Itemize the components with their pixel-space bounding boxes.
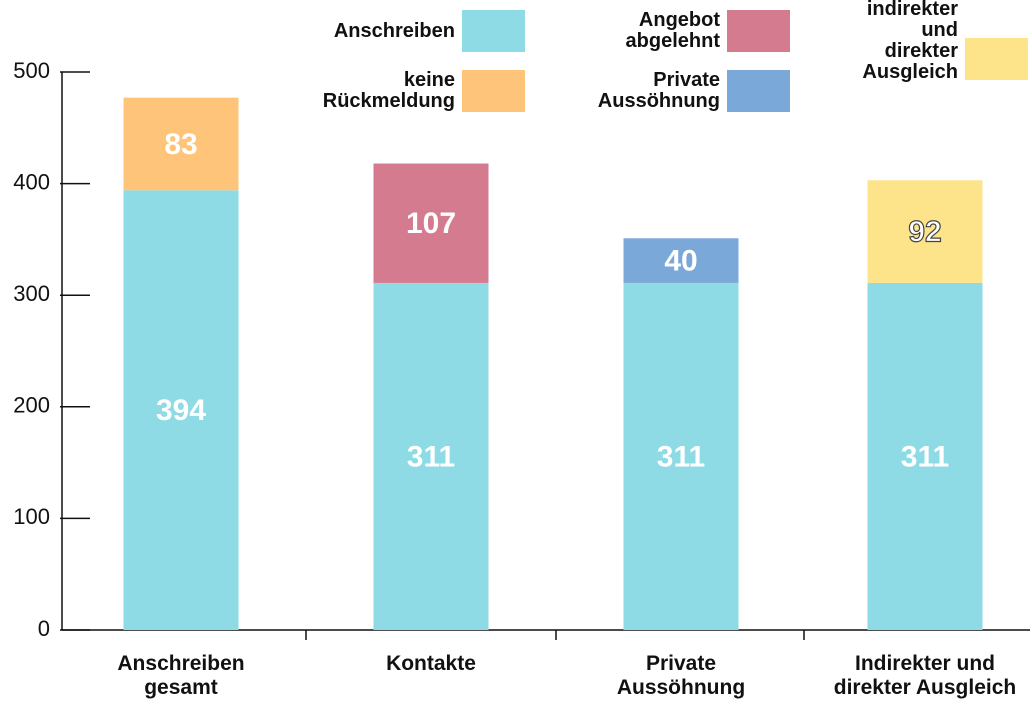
- y-tick-label: 500: [13, 58, 50, 83]
- legend-label: keine Rückmeldung: [322, 69, 455, 112]
- bar-segment: [867, 180, 983, 283]
- legend-swatch: [727, 70, 790, 112]
- y-tick-label: 0: [38, 616, 50, 641]
- legend-label: Private Aussöhnung: [597, 69, 720, 112]
- bar-segment: [123, 97, 239, 191]
- data-label: 311: [901, 440, 949, 473]
- legend-swatch: [727, 10, 790, 52]
- bar-segment: [623, 282, 739, 630]
- legend-label: indirekter und direkter Ausgleich: [862, 0, 958, 83]
- data-label: 40: [664, 245, 697, 278]
- data-label: 311: [657, 440, 705, 473]
- data-label: 107: [406, 207, 456, 240]
- bar-segment: [623, 238, 739, 283]
- data-label: 311: [407, 440, 455, 473]
- data-label: 83: [164, 128, 197, 161]
- legend-swatch: [462, 10, 525, 52]
- bar-segment: [867, 282, 983, 630]
- bar-segment: [373, 282, 489, 630]
- y-tick-label: 300: [13, 281, 50, 306]
- x-tick-label: Private Aussöhnung: [616, 652, 746, 699]
- legend-label: Angebot abgelehnt: [625, 9, 720, 52]
- bar-segment: [373, 163, 489, 283]
- legend-swatch: [965, 38, 1028, 80]
- data-label: 92: [908, 216, 941, 249]
- x-tick-label: Kontakte: [386, 652, 476, 675]
- y-tick-label: 400: [13, 169, 50, 194]
- x-tick-label: Indirekter und direkter Ausgleich: [833, 652, 1017, 699]
- data-label: 394: [156, 394, 206, 427]
- y-tick-label: 200: [13, 393, 50, 418]
- x-tick-label: Anschreiben gesamt: [117, 652, 245, 699]
- legend-label: Anschreiben: [333, 19, 455, 42]
- bar-segment: [123, 190, 239, 630]
- y-tick-label: 100: [13, 504, 50, 529]
- legend-swatch: [462, 70, 525, 112]
